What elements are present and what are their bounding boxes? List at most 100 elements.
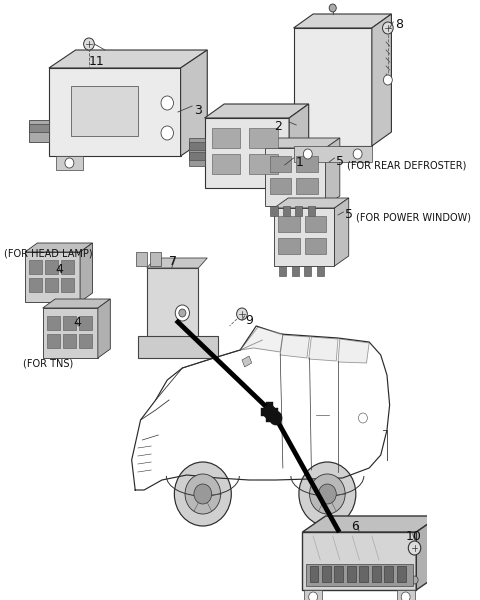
Text: 3: 3 [194,104,202,117]
Bar [61,278,74,292]
Circle shape [270,411,282,425]
Circle shape [84,38,94,50]
Text: 1: 1 [295,156,303,169]
Circle shape [174,462,231,526]
Bar [305,216,326,232]
Bar [279,266,287,276]
Bar [296,156,318,172]
Polygon shape [294,28,372,146]
Polygon shape [98,299,110,358]
Text: (FOR TNS): (FOR TNS) [23,358,73,368]
Bar [29,260,42,274]
Polygon shape [289,104,309,188]
Polygon shape [266,402,273,422]
Bar [47,316,60,330]
Polygon shape [56,156,83,170]
Bar [47,334,60,348]
Circle shape [194,484,212,504]
Polygon shape [138,336,218,358]
Bar [29,120,49,142]
Bar [270,206,277,216]
Bar [310,566,318,582]
Text: 11: 11 [89,55,105,68]
Bar [317,266,324,276]
Polygon shape [180,50,207,156]
Circle shape [237,308,247,320]
Circle shape [384,75,392,85]
Text: 5: 5 [336,155,344,168]
Bar [397,566,406,582]
Polygon shape [274,208,335,266]
Polygon shape [309,337,338,361]
Circle shape [161,96,173,110]
Polygon shape [80,243,93,302]
Circle shape [185,474,221,514]
Bar [136,252,147,266]
Polygon shape [302,532,416,590]
Bar [249,154,277,174]
Bar [372,566,381,582]
Polygon shape [147,268,198,350]
Circle shape [303,149,312,159]
Bar [189,152,204,160]
Bar [61,260,74,274]
Polygon shape [49,50,207,68]
Circle shape [411,576,418,584]
Polygon shape [335,198,348,266]
Polygon shape [49,68,180,156]
Circle shape [401,592,410,600]
Bar [296,178,318,194]
Circle shape [309,592,318,600]
Text: (FOR HEAD LAMP): (FOR HEAD LAMP) [4,248,93,258]
Polygon shape [240,327,283,352]
Bar [63,334,76,348]
Polygon shape [265,148,325,206]
Polygon shape [242,356,252,367]
Polygon shape [204,104,309,118]
Polygon shape [294,146,372,162]
Circle shape [359,413,367,423]
Bar [305,238,326,254]
Bar [150,252,161,266]
Bar [212,154,240,174]
Bar [189,142,204,150]
Polygon shape [25,252,80,302]
Circle shape [310,474,345,514]
Bar [212,128,240,148]
Bar [270,156,291,172]
Circle shape [161,126,173,140]
Circle shape [299,462,356,526]
Text: 4: 4 [55,263,63,276]
Text: 10: 10 [406,530,421,543]
Polygon shape [274,198,348,208]
Circle shape [264,405,276,419]
Bar [189,138,204,166]
Polygon shape [147,258,207,268]
Bar [63,316,76,330]
Bar [360,566,368,582]
Bar [322,566,331,582]
Bar [79,316,92,330]
Circle shape [353,149,362,159]
Polygon shape [43,299,110,308]
Circle shape [383,22,393,34]
Text: 7: 7 [169,255,177,268]
Bar [384,566,393,582]
Text: 2: 2 [274,120,282,133]
Bar [79,334,92,348]
Polygon shape [261,408,278,416]
Bar [46,278,58,292]
Bar [335,566,343,582]
Polygon shape [338,339,369,363]
Bar [306,564,413,586]
Polygon shape [302,516,440,532]
Text: 5: 5 [345,208,353,221]
Bar [292,266,299,276]
Bar [304,266,312,276]
Bar [308,206,315,216]
Polygon shape [265,138,340,148]
Bar [347,566,356,582]
Bar [29,278,42,292]
Bar [283,206,290,216]
Text: 4: 4 [73,316,81,329]
